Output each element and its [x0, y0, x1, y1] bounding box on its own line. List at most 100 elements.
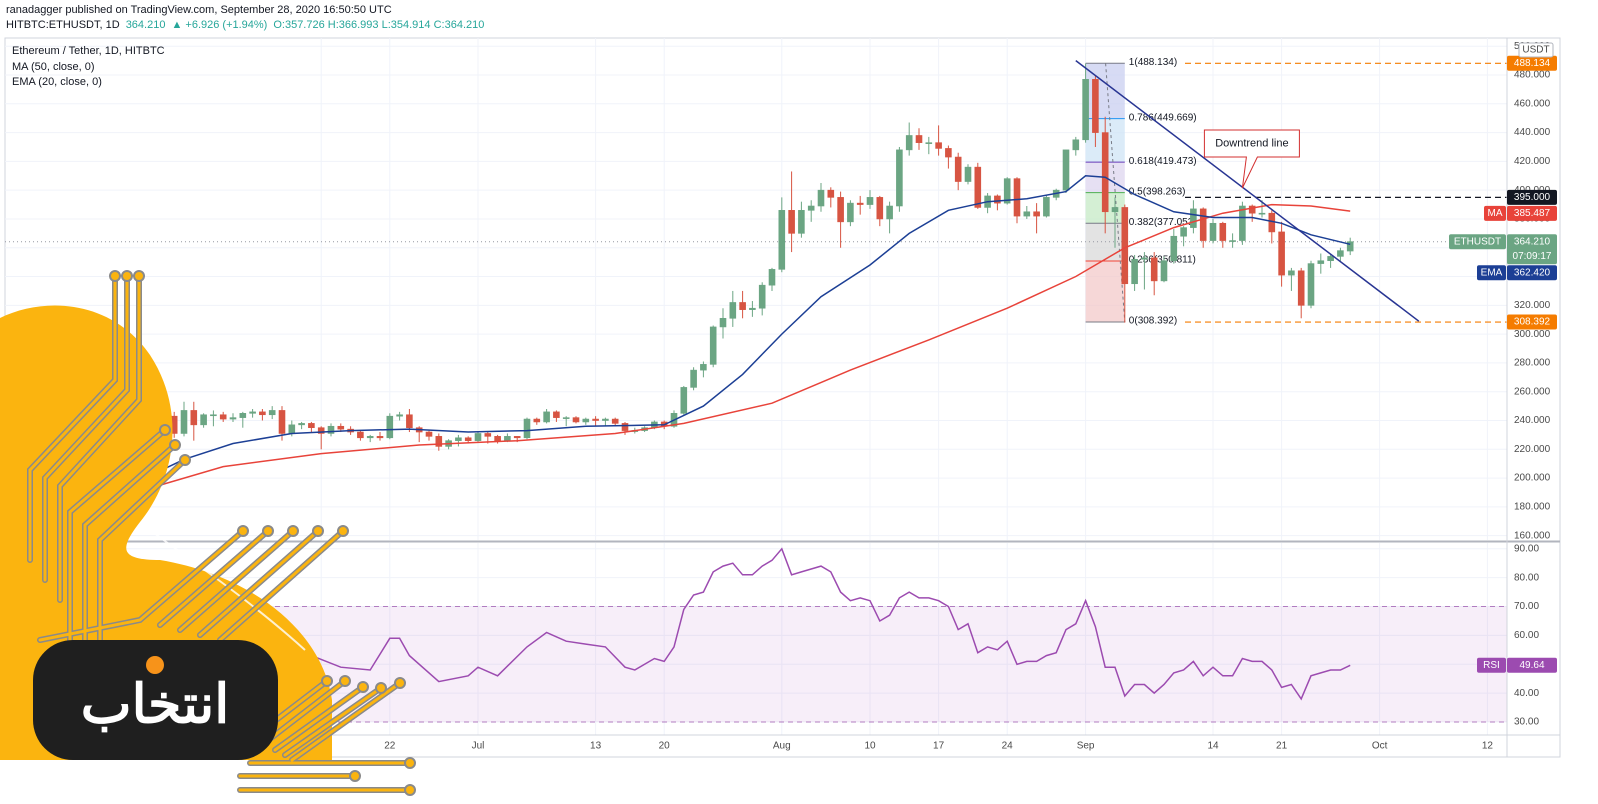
candle-body — [1170, 235, 1178, 262]
currency: USDT — [1522, 45, 1549, 56]
candle-body — [239, 413, 247, 418]
callout-text: Downtrend line — [1215, 137, 1288, 149]
y-tick-label: 420.000 — [1514, 156, 1551, 167]
y-tick-label: 240.000 — [1514, 415, 1551, 426]
price-pane: 1(488.134) 0.786(449.669) 0.618(419.473) 0.… — [5, 38, 1507, 540]
candle-body — [896, 149, 903, 207]
candle-body — [455, 437, 462, 441]
logo-coin — [146, 656, 164, 674]
logo-text: انتخاب — [81, 674, 229, 734]
x-tick-label: Oct — [1372, 741, 1388, 752]
candle-body — [915, 135, 923, 143]
candle-body — [807, 205, 815, 211]
candle-body — [798, 210, 805, 234]
trendline — [1075, 60, 1420, 322]
candle-body — [886, 205, 893, 220]
candle-body — [229, 417, 237, 420]
x-tick-label: Aug — [773, 741, 791, 752]
candle-body — [866, 197, 874, 205]
candle-body — [268, 410, 276, 416]
candle-body — [1160, 260, 1168, 282]
candle-body — [592, 418, 599, 421]
currency-box — [1518, 42, 1554, 58]
price-badge — [1507, 314, 1557, 330]
fib-label: 0.5(398.263) — [1129, 186, 1186, 197]
candle-body — [376, 436, 384, 439]
candle-body — [1288, 270, 1295, 276]
candle-body — [1278, 231, 1285, 276]
candle-body — [1082, 79, 1089, 141]
candle-body — [1072, 139, 1080, 151]
x-tick-label: 20 — [659, 741, 671, 752]
candle-body — [425, 431, 433, 437]
price-badge-label: 488.134 — [1514, 58, 1551, 69]
candle-body — [1199, 208, 1207, 241]
candle-body — [1268, 212, 1276, 233]
candle-body — [611, 418, 619, 424]
candle-body — [974, 166, 982, 208]
candle-body — [817, 189, 825, 207]
candle-body — [925, 142, 933, 144]
candle-body — [1101, 132, 1109, 213]
candle-body — [513, 436, 521, 439]
y-tick-label: 40.00 — [1514, 688, 1539, 699]
price-tag-label: EMA — [1481, 267, 1503, 278]
rsi-badge — [1507, 657, 1557, 673]
candle-body — [288, 424, 296, 434]
y-tick-label: 300.000 — [1514, 329, 1551, 340]
candle-body — [935, 142, 942, 149]
candle-body — [1023, 211, 1031, 217]
price-tag-label: MA — [1488, 208, 1503, 219]
candle-body — [219, 414, 227, 420]
candle-body — [249, 411, 256, 414]
candle-body — [1033, 211, 1040, 217]
y-tick-label: 280.000 — [1514, 358, 1551, 369]
logo-nodes — [109, 270, 416, 796]
candle-body — [562, 417, 570, 419]
candle-body — [327, 425, 335, 434]
candle-body — [1219, 222, 1227, 241]
x-tick-label: 22 — [384, 741, 396, 752]
change: ▲ +6.926 (+1.94%) — [171, 19, 267, 31]
candle-body — [259, 411, 266, 416]
candle-body — [1327, 256, 1334, 262]
candle-body — [690, 369, 697, 388]
x-tick-label: Jul — [472, 741, 485, 752]
candle-body — [523, 418, 531, 439]
author-line: ranadagger published on TradingView.com,… — [6, 4, 392, 16]
candle-body — [945, 148, 952, 158]
candle-body — [1131, 258, 1138, 285]
candle-body — [749, 307, 756, 310]
price-badge-label: 385.487 — [1514, 208, 1551, 219]
legend-entry: MA (50, close, 0) — [12, 61, 95, 73]
x-tick-label: 24 — [1002, 741, 1014, 752]
candle-body — [788, 210, 795, 234]
fib-label: 0.618(419.473) — [1129, 156, 1197, 167]
candle-body — [406, 414, 413, 429]
candle-body — [621, 423, 629, 431]
price-badge — [1507, 189, 1557, 205]
candle-body — [190, 410, 198, 426]
candle-body — [357, 431, 364, 439]
candle-body — [1297, 270, 1305, 306]
y-tick-label: 180.000 — [1514, 502, 1551, 513]
price-badge — [1507, 234, 1557, 265]
candle-body — [464, 437, 472, 441]
price-tag — [1449, 234, 1506, 250]
candle-body — [1043, 197, 1050, 217]
candle-body — [298, 423, 305, 426]
line-series — [144, 203, 1351, 491]
candle-body — [337, 425, 345, 430]
fib-label: 0.236(350.811) — [1129, 255, 1196, 266]
price-badge-label: 308.392 — [1514, 317, 1551, 328]
candle-body — [827, 189, 835, 198]
candle-body — [1337, 250, 1344, 257]
logo-arc — [149, 529, 306, 651]
candle-body — [180, 410, 188, 434]
price-badge-label: 362.420 — [1514, 267, 1551, 278]
price-badge — [1507, 205, 1557, 221]
candle-body — [1150, 257, 1158, 282]
rsi-badge-label: 49.64 — [1519, 660, 1544, 671]
y-tick-label: 320.000 — [1514, 300, 1551, 311]
